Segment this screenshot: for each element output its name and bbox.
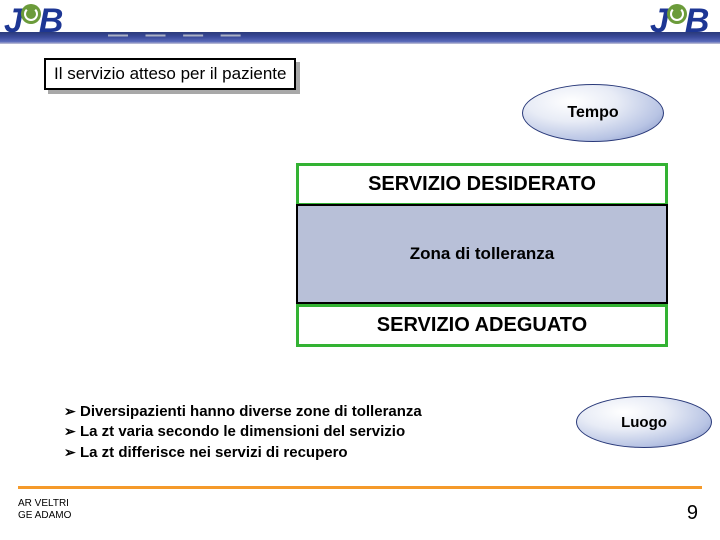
slide-title: Il servizio atteso per il paziente xyxy=(44,58,296,90)
oval-tempo: Tempo xyxy=(522,84,664,142)
logo-right: JB xyxy=(650,2,716,46)
band-servizio-adeguato: SERVIZIO ADEGUATO xyxy=(296,304,668,347)
bullet-item: La zt varia secondo le dimensioni del se… xyxy=(64,422,574,442)
zone-box: Zona di tolleranza xyxy=(296,204,668,304)
recycle-icon xyxy=(667,4,687,24)
bullet-item: Diversipazienti hanno diverse zone di to… xyxy=(64,402,574,422)
bullet-list: Diversipazienti hanno diverse zone di to… xyxy=(64,402,574,463)
footer-divider xyxy=(18,486,702,489)
bullet-item: La zt differisce nei servizi di recupero xyxy=(64,443,574,463)
band-servizio-desiderato: SERVIZIO DESIDERATO xyxy=(296,163,668,206)
logo-left: JB xyxy=(4,2,70,46)
header-dashes: — — — — xyxy=(108,24,247,47)
page-number: 9 xyxy=(687,502,698,525)
oval-tempo-label: Tempo xyxy=(567,104,618,122)
footer-authors: AR VELTRI GE ADAMO xyxy=(18,498,71,522)
recycle-icon xyxy=(21,4,41,24)
oval-luogo-label: Luogo xyxy=(621,414,667,431)
title-box: Il servizio atteso per il paziente xyxy=(48,62,300,94)
oval-luogo: Luogo xyxy=(576,396,712,448)
